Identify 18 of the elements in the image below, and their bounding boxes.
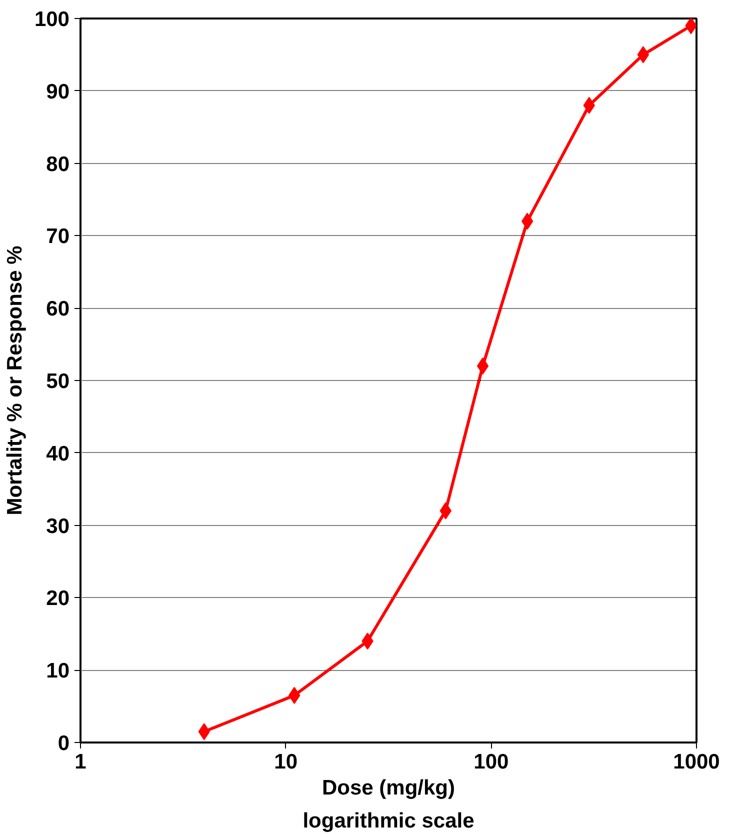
y-tick-label: 20 — [46, 587, 70, 610]
x-tick-label: 1000 — [673, 750, 720, 774]
y-tick-label: 0 — [58, 732, 70, 755]
y-axis-title: Mortality % or Response % — [3, 245, 26, 516]
x-tick-label: 100 — [474, 750, 509, 774]
y-tick-label: 100 — [34, 8, 70, 31]
y-tick-label: 50 — [46, 370, 70, 393]
y-tick-label: 80 — [46, 152, 70, 176]
text: logarithmic scale — [302, 810, 474, 832]
y-tick-label: 90 — [46, 80, 70, 104]
x-tick-label: 10 — [274, 750, 298, 774]
x-axis-title: Dose (mg/kg) — [322, 776, 456, 800]
y-tick-label: 40 — [46, 442, 70, 466]
y-tick-label: 60 — [46, 298, 70, 321]
y-tick-label: 10 — [46, 660, 70, 683]
x-tick-label: 1 — [74, 750, 87, 774]
y-tick-label: 30 — [46, 514, 70, 538]
y-tick-label: 70 — [46, 225, 70, 248]
